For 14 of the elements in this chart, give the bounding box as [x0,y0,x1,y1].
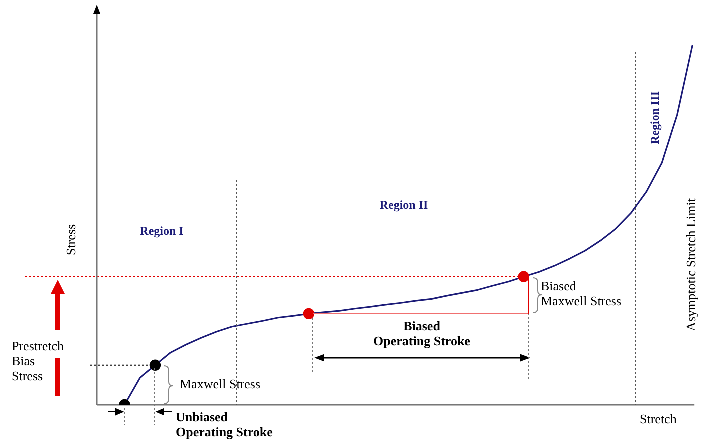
annotation: Region II [380,198,428,212]
text: Unbiased Operating Stroke [176,409,274,440]
point [303,308,315,320]
point [150,360,162,371]
text: Prestretch Bias Stress [12,338,64,384]
annotation: Biased Maxwell Stress [541,278,622,308]
annotation: Region III [648,91,662,145]
annotation: Asymptotic Stretch Limit [683,198,698,332]
y-axis-title: Stress [63,224,78,256]
point [518,271,530,282]
x-axis-title: Stretch [640,411,678,426]
annotation: Biased Operating Stroke [374,318,471,348]
annotation: Maxwell Stress [180,376,261,392]
annotation: Region I [140,224,184,238]
